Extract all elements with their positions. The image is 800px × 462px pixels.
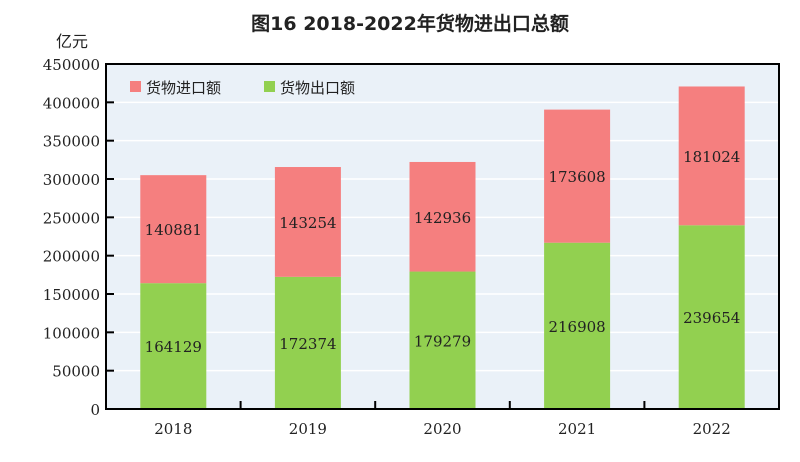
y-tick-label: 150000 bbox=[43, 286, 100, 304]
y-axis-label: 亿元 bbox=[56, 32, 88, 51]
bar-2020-1 bbox=[409, 161, 476, 272]
legend-label: 货物出口额 bbox=[280, 79, 355, 97]
x-tick-label: 2019 bbox=[289, 420, 327, 438]
data-label: 172374 bbox=[279, 335, 336, 353]
x-tick-label: 2022 bbox=[693, 420, 731, 438]
y-tick-label: 50000 bbox=[52, 363, 100, 381]
x-tick-label: 2020 bbox=[423, 420, 461, 438]
data-label: 143254 bbox=[279, 214, 336, 232]
bar-2020-0 bbox=[409, 271, 476, 409]
data-label: 179279 bbox=[414, 332, 471, 350]
x-tick-label: 2021 bbox=[558, 420, 596, 438]
legend-label: 货物进口额 bbox=[146, 79, 221, 97]
data-label: 181024 bbox=[683, 148, 740, 166]
y-tick-label: 300000 bbox=[43, 171, 100, 189]
bar-2022-0 bbox=[678, 225, 745, 409]
chart-title: 图16 2018-2022年货物进出口总额 bbox=[251, 12, 569, 35]
y-tick-label: 100000 bbox=[43, 324, 100, 342]
bar-2021-1 bbox=[544, 109, 611, 243]
y-tick-label: 450000 bbox=[43, 56, 100, 74]
data-label: 239654 bbox=[683, 309, 740, 327]
bar-2019-0 bbox=[274, 276, 341, 409]
bar-2022-1 bbox=[678, 86, 745, 226]
y-tick-label: 200000 bbox=[43, 248, 100, 266]
bar-2021-0 bbox=[544, 242, 611, 409]
plot-border bbox=[105, 63, 780, 410]
y-tick-label: 250000 bbox=[43, 209, 100, 227]
bar-2018-1 bbox=[140, 175, 207, 284]
bar-2019-1 bbox=[274, 167, 341, 277]
y-tick-label: 400000 bbox=[43, 94, 100, 112]
x-tick-label: 2018 bbox=[154, 420, 192, 438]
legend-swatch bbox=[264, 81, 275, 92]
data-label: 173608 bbox=[548, 168, 605, 186]
data-label: 140881 bbox=[145, 221, 202, 239]
y-tick-label: 0 bbox=[90, 401, 100, 419]
data-label: 164129 bbox=[145, 338, 202, 356]
legend-swatch bbox=[130, 81, 141, 92]
bar-2018-0 bbox=[140, 283, 207, 409]
y-tick-label: 350000 bbox=[43, 133, 100, 151]
data-label: 216908 bbox=[548, 318, 605, 336]
data-label: 142936 bbox=[414, 209, 471, 227]
